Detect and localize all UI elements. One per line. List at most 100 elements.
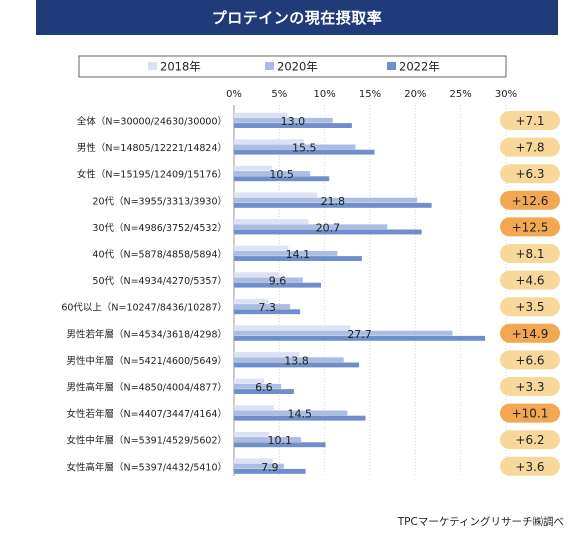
change-label: +3.6 [515, 460, 544, 474]
change-label: +14.9 [512, 327, 549, 341]
bar-3 [234, 389, 294, 394]
bar-2 [234, 463, 284, 469]
change-badge [500, 456, 560, 476]
bar-3 [234, 256, 362, 261]
change-label: +3.3 [515, 380, 544, 394]
category-label: 全体（N=30000/24630/30000） [77, 116, 227, 128]
bar-1 [234, 139, 304, 145]
bar-3 [234, 202, 432, 208]
change-label: +6.6 [515, 353, 544, 367]
bar-3 [234, 176, 330, 182]
bar-2 [234, 197, 418, 203]
change-label: +10.1 [512, 407, 549, 421]
bar-3 [234, 229, 422, 235]
change-label: +6.2 [515, 433, 544, 447]
bar-1 [234, 298, 269, 304]
x-tick-label: 25% [450, 89, 472, 100]
change-label: +7.8 [515, 141, 544, 155]
bar-2 [234, 277, 303, 283]
x-tick-label: 5% [271, 89, 287, 100]
value-label-2022: 13.8 [284, 354, 309, 367]
bar-2 [234, 383, 282, 389]
x-tick-label: 15% [359, 89, 381, 100]
change-badge [500, 190, 560, 210]
change-badge [500, 403, 560, 423]
bar-3 [234, 415, 366, 421]
x-tick-label: 20% [404, 89, 426, 100]
value-label-2022: 14.5 [287, 408, 312, 421]
value-label-2022: 14.1 [286, 248, 311, 261]
category-label: 女性中年層（N=5391/4529/5602） [67, 435, 228, 447]
change-label: +12.5 [512, 220, 549, 234]
value-label-2022: 15.5 [292, 142, 317, 155]
value-label-2022: 6.6 [255, 381, 273, 394]
bar-3 [234, 335, 486, 341]
change-label: +12.6 [512, 194, 549, 208]
bar-3 [234, 282, 322, 288]
bar-2 [234, 171, 311, 176]
bar-1 [234, 378, 264, 384]
bar-2 [234, 304, 291, 309]
change-badge [500, 164, 560, 184]
change-label: +6.3 [515, 167, 544, 181]
change-badge [500, 244, 560, 263]
bar-1 [234, 219, 309, 224]
x-tick-label: 10% [314, 89, 336, 100]
bar-3 [234, 149, 375, 155]
legend-label-1: 2018年 [160, 60, 201, 74]
legend-label-3: 2022年 [399, 60, 440, 74]
bar-3 [234, 442, 326, 448]
change-badge [500, 137, 560, 157]
bar-1 [234, 431, 270, 437]
category-label: 60代以上（N=10247/8436/10287） [61, 302, 227, 314]
legend-swatch-3 [387, 62, 396, 70]
bar-1 [234, 272, 280, 278]
legend-swatch-2 [265, 62, 274, 70]
bar-2 [234, 250, 338, 256]
value-label-2022: 7.9 [261, 461, 279, 474]
bar-1 [234, 325, 351, 331]
category-label: 女性（N=15195/12409/15176） [77, 169, 227, 181]
value-label-2022: 20.7 [316, 221, 341, 234]
category-label: 男性若年層（N=4534/3618/4298） [67, 328, 228, 340]
change-badge [500, 430, 560, 450]
bar-2 [234, 410, 348, 416]
change-badge [500, 297, 560, 317]
value-label-2022: 9.6 [269, 275, 287, 288]
bar-3 [234, 362, 360, 368]
category-label: 50代（N=4934/4270/5357） [92, 275, 227, 287]
bar-1 [234, 245, 289, 251]
source-note: TPCマーケティングリサーチ㈱調べ [397, 516, 564, 528]
x-tick-label: 0% [226, 89, 242, 100]
bar-1 [234, 352, 300, 357]
legend-label-2: 2020年 [277, 60, 318, 74]
legend-swatch-1 [148, 62, 157, 70]
bar-1 [234, 458, 273, 464]
category-label: 男性中年層（N=5421/4600/5649） [67, 355, 228, 367]
bar-2 [234, 330, 453, 336]
bar-1 [234, 405, 274, 411]
bar-1 [234, 165, 273, 171]
bar-2 [234, 357, 344, 363]
category-label: 男性（N=14805/12221/14824） [77, 142, 227, 154]
bar-3 [234, 309, 301, 315]
bar-1 [234, 112, 288, 118]
title-band: プロテインの現在摂取率 [36, 0, 558, 35]
category-label: 女性高年層（N=5397/4432/5410） [67, 461, 228, 473]
bar-2 [234, 144, 356, 150]
category-label: 30代（N=4986/3752/4532） [92, 222, 227, 234]
change-label: +4.6 [515, 274, 544, 288]
change-badge [500, 377, 560, 396]
change-label: +3.5 [515, 300, 544, 314]
legend-box [78, 55, 507, 78]
change-badge [500, 270, 560, 290]
value-label-2022: 21.8 [321, 195, 346, 208]
change-badge [500, 350, 560, 370]
bar-2 [234, 437, 302, 442]
bar-3 [234, 468, 306, 474]
category-label: 20代（N=3955/3313/3930） [92, 195, 227, 207]
bar-2 [234, 224, 388, 230]
bar-1 [234, 192, 318, 198]
chart-title: プロテインの現在摂取率 [211, 9, 383, 27]
change-badge [500, 323, 560, 343]
